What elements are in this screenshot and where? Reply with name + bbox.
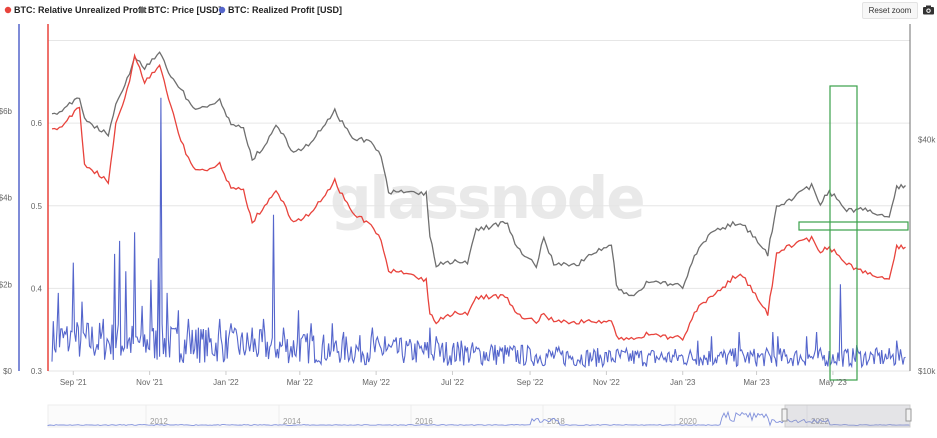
legend-marker[interactable]: [138, 6, 146, 14]
x-tick-label: Sep '22: [517, 378, 544, 387]
navigator-year-label: 2012: [150, 417, 168, 426]
watermark: glassnode: [330, 164, 644, 232]
legend-marker[interactable]: [218, 6, 226, 14]
camera-icon[interactable]: [922, 3, 935, 16]
legend-marker[interactable]: [4, 6, 12, 14]
annotation-layer: [798, 85, 909, 381]
price-line[interactable]: [51, 51, 906, 297]
x-tick-label: Jan '22: [213, 378, 239, 387]
rup-tick: 0.6: [31, 119, 43, 128]
navigator-handle-right[interactable]: [905, 408, 912, 422]
rup-tick: 0.4: [31, 284, 43, 293]
navigator-year-label: 2014: [283, 417, 301, 426]
highlight-box-vertical: [829, 85, 858, 381]
x-tick-label: Nov '22: [593, 378, 620, 387]
navigator-year-label: 2016: [415, 417, 433, 426]
x-tick-label: Jul '22: [441, 378, 464, 387]
realized-profit-tick: $6b: [0, 107, 13, 116]
price-tick: $40k: [918, 136, 936, 145]
navigator-year-label: 2022: [811, 417, 829, 426]
navigator-track: [47, 404, 911, 428]
x-tick-label: Mar '22: [287, 378, 314, 387]
legend-label[interactable]: BTC: Price [USD]: [148, 5, 222, 15]
x-tick-label: May '22: [362, 378, 390, 387]
reset-zoom-button[interactable]: Reset zoom: [862, 2, 918, 19]
series-layer: [51, 51, 906, 369]
navigator[interactable]: 2012 2014 2016 2018 2020 2022: [47, 404, 912, 428]
x-tick-label: Sep '21: [60, 378, 87, 387]
realized-profit-tick: $2b: [0, 280, 13, 289]
x-tick-label: Jan '23: [670, 378, 696, 387]
navigator-series: [47, 410, 911, 427]
x-tick-label: Nov '21: [136, 378, 163, 387]
highlight-box-horizontal: [798, 221, 909, 231]
rup-tick: 0.3: [31, 367, 43, 376]
rup-tick: 0.5: [31, 202, 43, 211]
axes: $0 $2b $4b $6b 0.3 0.4 0.5 0.6 $10k $40k: [0, 24, 936, 376]
realized-profit-line[interactable]: [51, 97, 906, 369]
gridlines: [48, 40, 910, 372]
x-axis: Sep '21 Nov '21 Jan '22 Mar '22 May '22 Jul '…: [60, 371, 847, 387]
legend-label[interactable]: BTC: Relative Unrealized Profit: [14, 5, 147, 15]
realized-profit-tick: $0: [3, 367, 12, 376]
navigator-year-label: 2020: [679, 417, 697, 426]
navigator-handle-left[interactable]: [781, 408, 788, 422]
legend-label[interactable]: BTC: Realized Profit [USD]: [228, 5, 342, 15]
x-tick-label: Mar '23: [743, 378, 770, 387]
navigator-year-label: 2018: [547, 417, 565, 426]
x-tick-label: May '23: [819, 378, 847, 387]
legend: BTC: Relative Unrealized Profit BTC: Pric…: [4, 5, 342, 15]
price-tick: $10k: [918, 367, 936, 376]
relative-unrealized-profit-line[interactable]: [51, 53, 906, 342]
realized-profit-tick: $4b: [0, 194, 13, 203]
navigator-selection[interactable]: [784, 404, 911, 428]
